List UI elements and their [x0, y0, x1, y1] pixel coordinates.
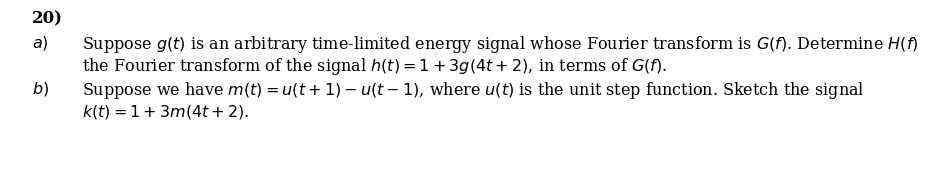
Text: 20): 20): [32, 10, 63, 27]
Text: $b)$: $b)$: [32, 80, 49, 98]
Text: $k(t) = 1 + 3m(4t + 2)$.: $k(t) = 1 + 3m(4t + 2)$.: [82, 103, 249, 121]
Text: Suppose we have $m(t) = u(t + 1) - u(t - 1)$, where $u(t)$ is the unit step func: Suppose we have $m(t) = u(t + 1) - u(t -…: [82, 80, 865, 101]
Text: Suppose $g(t)$ is an arbitrary time-limited energy signal whose Fourier transfor: Suppose $g(t)$ is an arbitrary time-limi…: [82, 34, 919, 55]
Text: the Fourier transform of the signal $h(t) = 1 + 3g(4t + 2)$, in terms of $G(f)$.: the Fourier transform of the signal $h(t…: [82, 56, 668, 77]
Text: $a)$: $a)$: [32, 34, 48, 52]
